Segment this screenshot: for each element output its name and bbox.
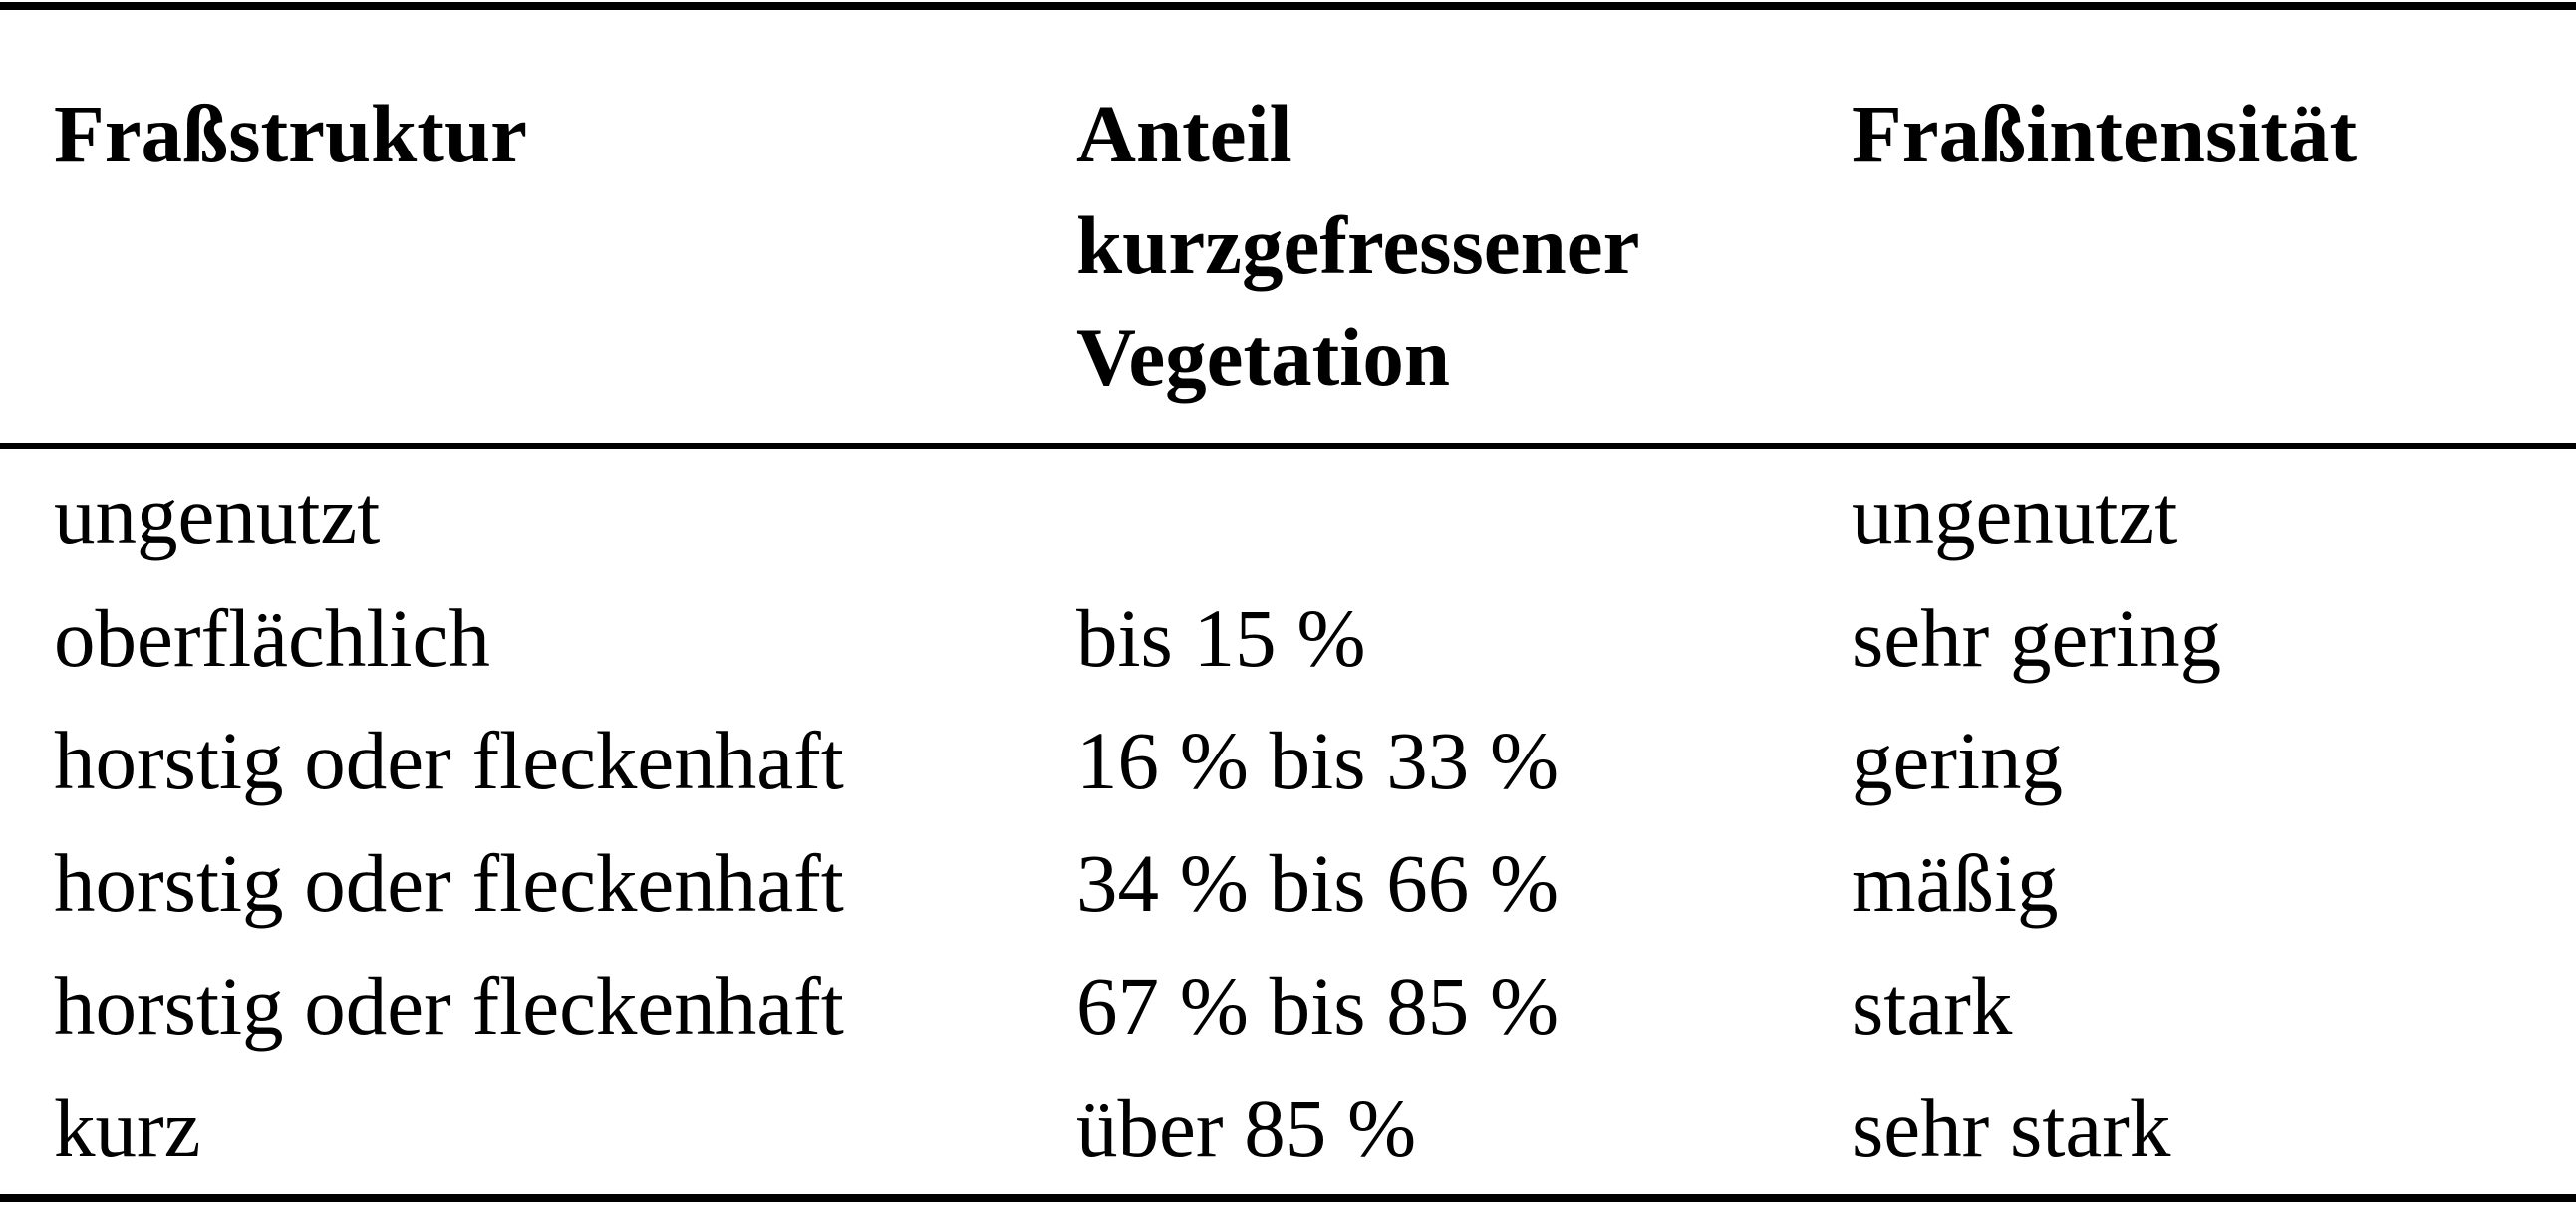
table-cell: bis 15 % <box>1076 592 1366 684</box>
table-cell: horstig oder fleckenhaft <box>54 837 844 929</box>
table-cell: sehr stark <box>1852 1082 2171 1174</box>
table-cell: mäßig <box>1852 837 2059 929</box>
table-cell: kurz <box>54 1082 201 1174</box>
table-cell: horstig oder fleckenhaft <box>54 715 844 806</box>
header-line: Fraßstruktur <box>54 88 527 179</box>
header-line: Anteil <box>1076 88 1292 179</box>
header-anteil: Anteil kurzgefressener Vegetation <box>1076 78 1639 413</box>
table-cell: 34 % bis 66 % <box>1076 837 1560 929</box>
header-line: Fraßintensität <box>1852 88 2358 179</box>
table-header-rule <box>0 443 2576 449</box>
table-cell: über 85 % <box>1076 1082 1417 1174</box>
table-cell: sehr gering <box>1852 592 2222 684</box>
table-cell: oberflächlich <box>54 592 490 684</box>
table-cell: stark <box>1852 960 2013 1052</box>
table-cell: 67 % bis 85 % <box>1076 960 1560 1052</box>
header-line: Vegetation <box>1076 311 1450 403</box>
table-bottom-rule <box>0 1194 2576 1202</box>
table-cell: ungenutzt <box>54 469 381 561</box>
header-line: kurzgefressener <box>1076 199 1640 291</box>
table-top-rule <box>0 2 2576 10</box>
table-cell: ungenutzt <box>1852 469 2178 561</box>
header-frassintensitaet: Fraßintensität <box>1852 78 2357 189</box>
table-cell: 16 % bis 33 % <box>1076 715 1560 806</box>
table-cell: horstig oder fleckenhaft <box>54 960 844 1052</box>
table-cell: gering <box>1852 715 2064 806</box>
header-frassstruktur: Fraßstruktur <box>54 78 527 189</box>
